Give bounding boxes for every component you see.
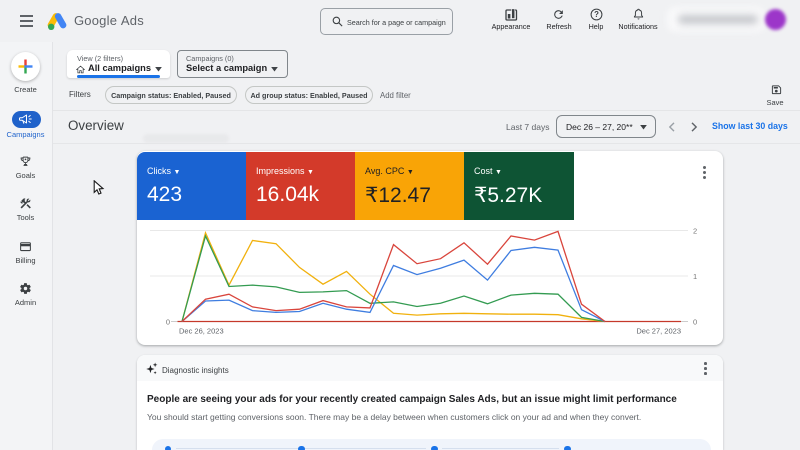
svg-text:0: 0 <box>693 318 697 327</box>
svg-text:0: 0 <box>166 318 170 327</box>
svg-text:2: 2 <box>693 227 697 236</box>
svg-text:Dec 26, 2023: Dec 26, 2023 <box>179 327 224 336</box>
svg-text:?: ? <box>594 10 599 19</box>
svg-text:1: 1 <box>693 272 697 281</box>
svg-text:Dec 27, 2023: Dec 27, 2023 <box>636 327 681 336</box>
